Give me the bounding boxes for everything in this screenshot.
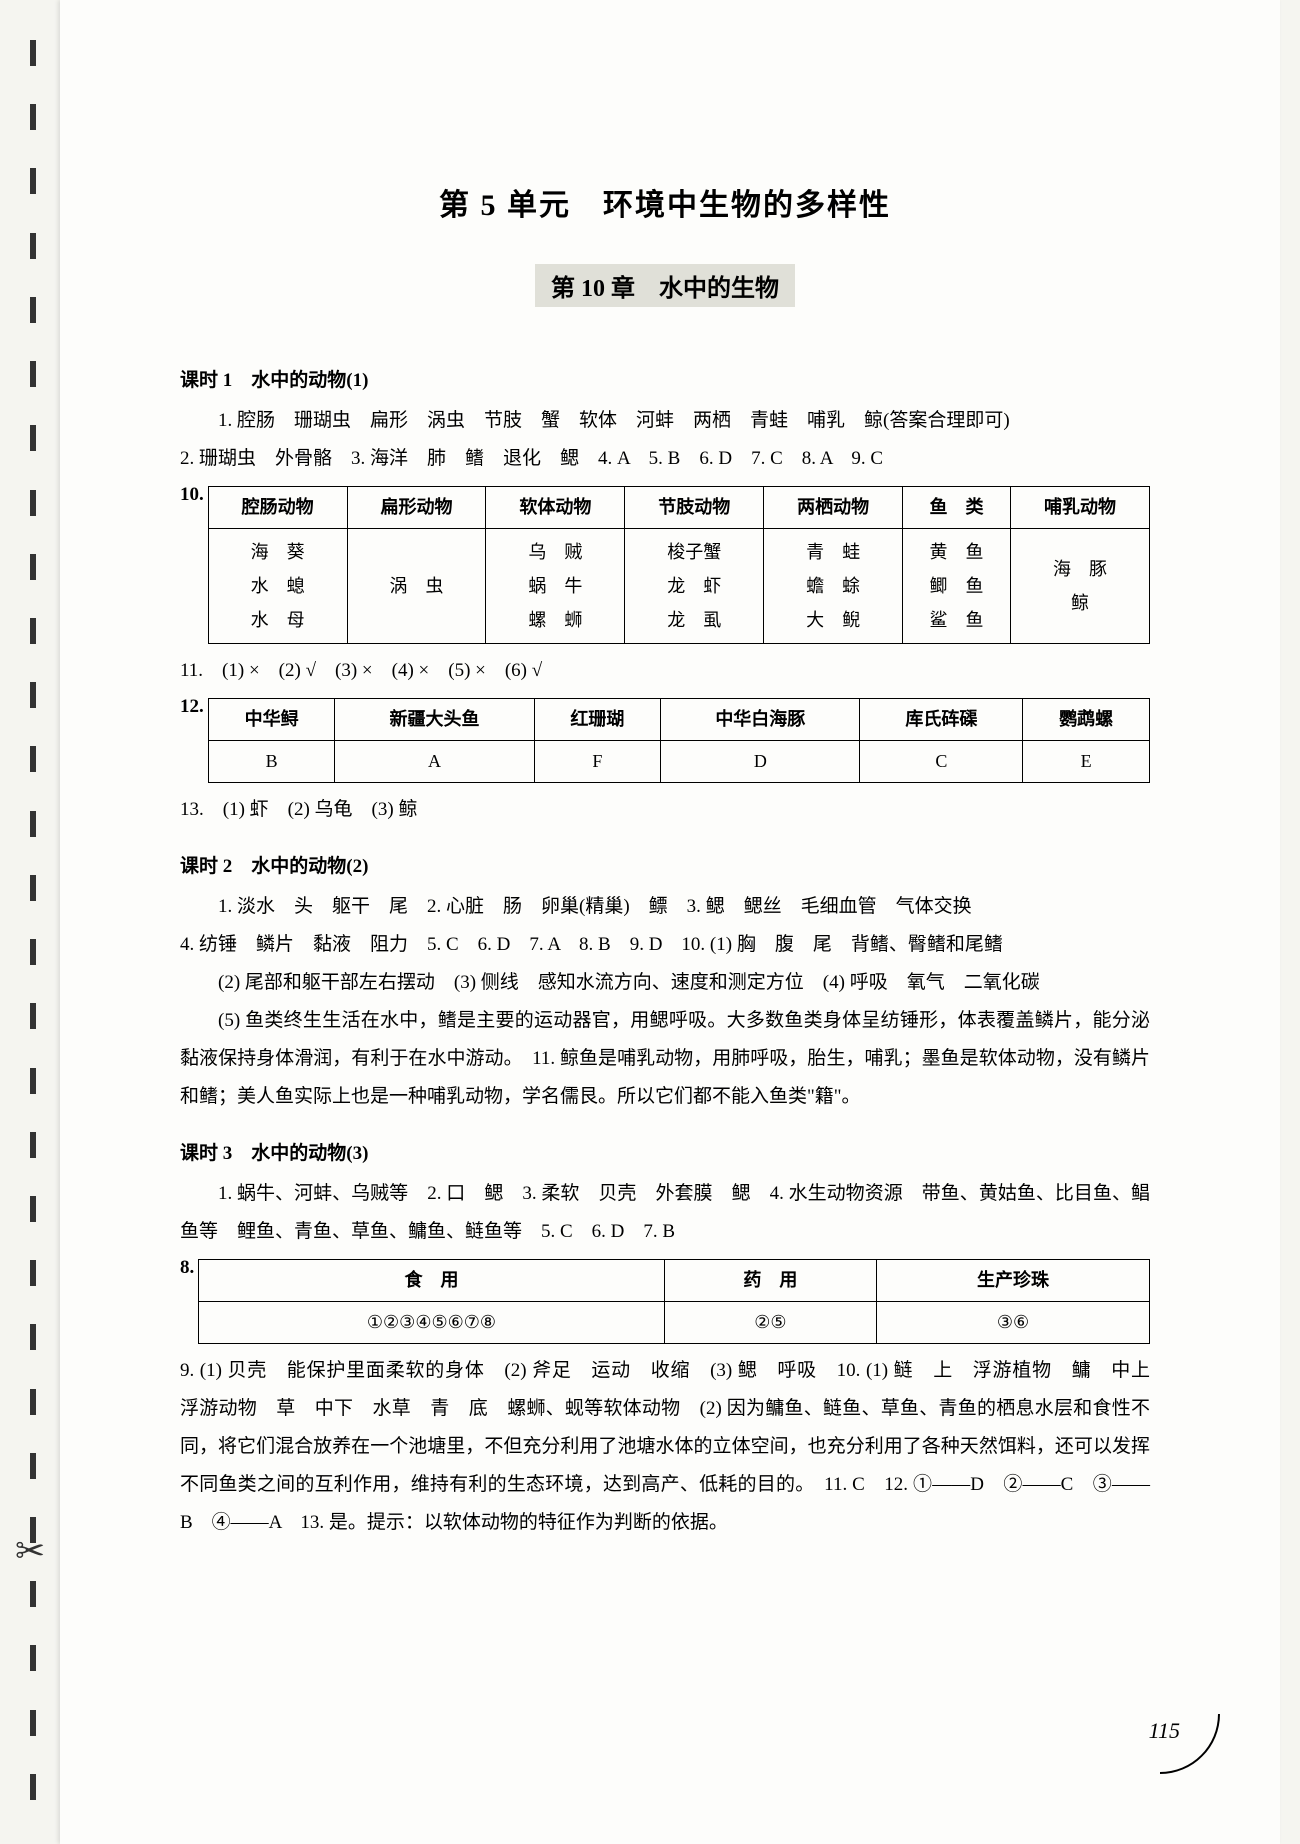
- t10-c2: 乌 贼蜗 牛螺 蛳: [486, 528, 625, 644]
- lesson3-p9: 9. (1) 贝壳 能保护里面柔软的身体 (2) 斧足 运动 收缩 (3) 鳃 …: [180, 1352, 1150, 1542]
- lesson1-p2: 2. 珊瑚虫 外骨骼 3. 海洋 肺 鳍 退化 鳃 4. A 5. B 6. D…: [180, 440, 1150, 478]
- table8: 食 用 药 用 生产珍珠 ①②③④⑤⑥⑦⑧ ②⑤ ③⑥: [198, 1259, 1150, 1344]
- lesson2-heading: 课时 2 水中的动物(2): [180, 851, 1150, 878]
- t12-h3: 中华白海豚: [661, 699, 860, 741]
- t12-h5: 鹦鹉螺: [1023, 699, 1150, 741]
- table12-label: 12.: [180, 690, 204, 718]
- lesson1-p13: 13. (1) 虾 (2) 乌龟 (3) 鲸: [180, 791, 1150, 829]
- t12-h0: 中华鲟: [208, 699, 335, 741]
- t10-h4: 两栖动物: [764, 487, 903, 529]
- table12-wrap: 12. 中华鲟 新疆大头鱼 红珊瑚 中华白海豚 库氏砗磲 鹦鹉螺 B A F D…: [180, 690, 1150, 791]
- lesson3-heading: 课时 3 水中的动物(3): [180, 1138, 1150, 1165]
- lesson2-p3: (2) 尾部和躯干部左右摆动 (3) 侧线 感知水流方向、速度和测定方位 (4)…: [180, 964, 1150, 1002]
- scissors-icon: ✂: [15, 1530, 45, 1572]
- lesson1-p11: 11. (1) × (2) √ (3) × (4) × (5) × (6) √: [180, 652, 1150, 690]
- page-number: 115: [1149, 1718, 1180, 1744]
- t8-h0: 食 用: [199, 1259, 664, 1301]
- t12-c4: C: [860, 741, 1023, 783]
- lesson2-p4: (5) 鱼类终生生活在水中，鳍是主要的运动器官，用鳃呼吸。大多数鱼类身体呈纺锤形…: [180, 1002, 1150, 1116]
- t12-c3: D: [661, 741, 860, 783]
- t12-h2: 红珊瑚: [534, 699, 661, 741]
- t10-h2: 软体动物: [486, 487, 625, 529]
- t8-h1: 药 用: [664, 1259, 876, 1301]
- t12-h4: 库氏砗磲: [860, 699, 1023, 741]
- t10-c3: 梭子蟹龙 虾龙 虱: [625, 528, 764, 644]
- t10-c5: 黄 鱼鲫 鱼鲨 鱼: [903, 528, 1011, 644]
- t10-h1: 扁形动物: [347, 487, 486, 529]
- t12-c0: B: [208, 741, 335, 783]
- lesson2-p2: 4. 纺锤 鳞片 黏液 阻力 5. C 6. D 7. A 8. B 9. D …: [180, 926, 1150, 964]
- table10-wrap: 10. 腔肠动物 扁形动物 软体动物 节肢动物 两栖动物 鱼 类 哺乳动物 海 …: [180, 478, 1150, 652]
- lesson1-p1: 1. 腔肠 珊瑚虫 扁形 涡虫 节肢 蟹 软体 河蚌 两栖 青蛙 哺乳 鲸(答案…: [180, 402, 1150, 440]
- t12-c1: A: [335, 741, 534, 783]
- unit-title: 第 5 单元 环境中生物的多样性: [180, 180, 1150, 224]
- t10-h3: 节肢动物: [625, 487, 764, 529]
- t10-c1: 涡 虫: [347, 528, 486, 644]
- page-arc-icon: [1075, 1629, 1245, 1799]
- chapter-title: 第 10 章 水中的生物: [535, 264, 795, 307]
- t10-c4: 青 蛙蟾 蜍大 鲵: [764, 528, 903, 644]
- lesson1-heading: 课时 1 水中的动物(1): [180, 365, 1150, 392]
- lesson2-p1: 1. 淡水 头 躯干 尾 2. 心脏 肠 卵巢(精巢) 鳔 3. 鳃 鳃丝 毛细…: [180, 888, 1150, 926]
- page: 第 5 单元 环境中生物的多样性 第 10 章 水中的生物 课时 1 水中的动物…: [60, 0, 1280, 1844]
- t12-h1: 新疆大头鱼: [335, 699, 534, 741]
- table10-label: 10.: [180, 478, 204, 506]
- t10-h0: 腔肠动物: [208, 487, 347, 529]
- t8-h2: 生产珍珠: [877, 1259, 1150, 1301]
- lesson3-p1: 1. 蜗牛、河蚌、乌贼等 2. 口 鳃 3. 柔软 贝壳 外套膜 鳃 4. 水生…: [180, 1175, 1150, 1251]
- t12-c5: E: [1023, 741, 1150, 783]
- t10-h5: 鱼 类: [903, 487, 1011, 529]
- table10: 腔肠动物 扁形动物 软体动物 节肢动物 两栖动物 鱼 类 哺乳动物 海 葵水 螅…: [208, 486, 1150, 644]
- t12-c2: F: [534, 741, 661, 783]
- t8-c0: ①②③④⑤⑥⑦⑧: [199, 1301, 664, 1343]
- t8-c2: ③⑥: [877, 1301, 1150, 1343]
- t10-c0: 海 葵水 螅水 母: [208, 528, 347, 644]
- t10-c6: 海 豚鲸: [1011, 528, 1150, 644]
- t10-h6: 哺乳动物: [1011, 487, 1150, 529]
- table8-wrap: 8. 食 用 药 用 生产珍珠 ①②③④⑤⑥⑦⑧ ②⑤ ③⑥: [180, 1251, 1150, 1352]
- t8-c1: ②⑤: [664, 1301, 876, 1343]
- table12: 中华鲟 新疆大头鱼 红珊瑚 中华白海豚 库氏砗磲 鹦鹉螺 B A F D C E: [208, 698, 1150, 783]
- table8-label: 8.: [180, 1251, 194, 1279]
